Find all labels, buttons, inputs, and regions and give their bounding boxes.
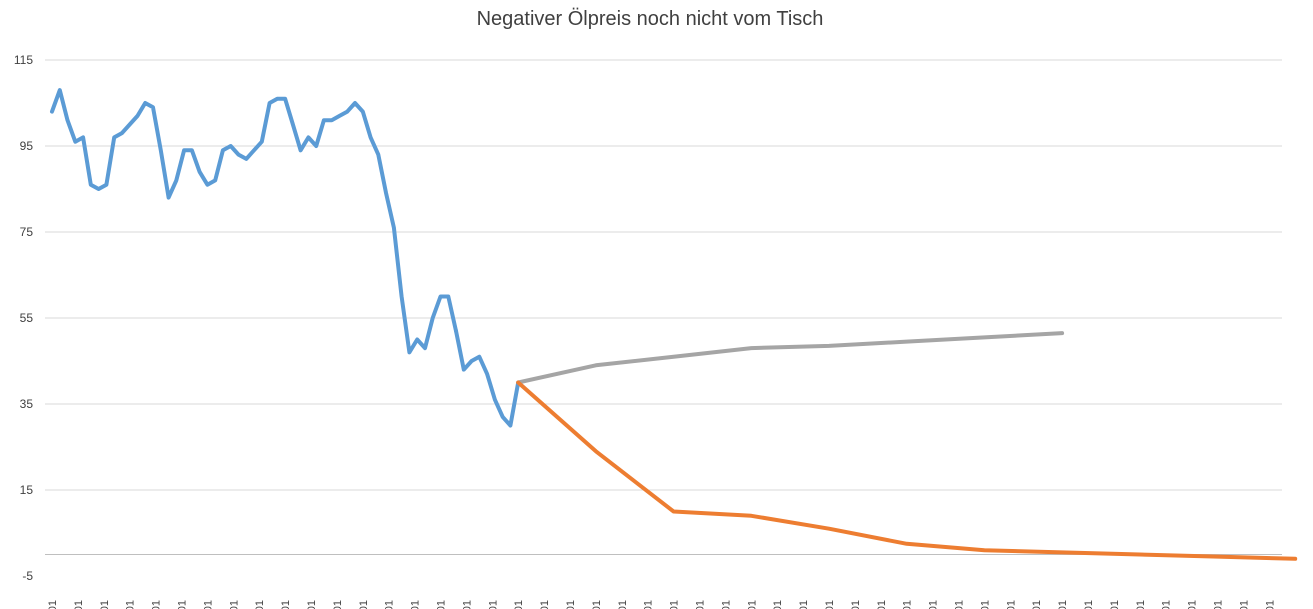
x-tick-label: 7-01 [1161, 600, 1173, 609]
y-tick-label: 115 [14, 53, 33, 67]
x-tick-label: 3-01 [280, 600, 292, 609]
x-tick-label: 3-01 [1213, 600, 1225, 609]
x-tick-label: 7-01 [850, 600, 862, 609]
x-tick-label: 7-01 [617, 600, 629, 609]
x-tick-label: 1-01 [1031, 600, 1043, 609]
x-tick-label: 1-01 [99, 600, 111, 609]
series-line-2 [516, 331, 1065, 385]
x-tick-label: 7-01 [73, 600, 85, 609]
x-tick-label: 1-01 [1264, 600, 1276, 609]
x-tick-label: 7-01 [1238, 600, 1250, 609]
x-tick-label: 7-01 [151, 600, 163, 609]
x-tick-label: 7-01 [461, 600, 473, 609]
x-tick-label: 1-01 [410, 600, 422, 609]
x-tick-label: 7-01 [228, 600, 240, 609]
x-tick-label: 7-01 [772, 600, 784, 609]
x-tick-label: 3-01 [1057, 600, 1069, 609]
x-tick-label: 3-01 [1135, 600, 1147, 609]
x-tick-label: 1-01 [1187, 600, 1199, 609]
x-tick-label: 1-01 [332, 600, 344, 609]
x-tick-label: 7-01 [1005, 600, 1017, 609]
x-tick-label: 1-01 [177, 600, 189, 609]
y-tick-label: 35 [20, 397, 34, 411]
y-tick-label: 95 [20, 139, 34, 153]
y-tick-label: 75 [20, 225, 34, 239]
x-tick-label: 3-01 [358, 600, 370, 609]
x-tick-label: 3-01 [125, 600, 137, 609]
x-tick-label: 1-01 [565, 600, 577, 609]
x-tick-label: 3-01 [436, 600, 448, 609]
x-tick-label: 3-01 [979, 600, 991, 609]
x-tick-label: 3-01 [591, 600, 603, 609]
x-tick-label: 1-01 [954, 600, 966, 609]
x-tick-label: 3-01 [513, 600, 525, 609]
series-line-1 [454, 328, 521, 428]
x-tick-label: 1-01 [487, 600, 499, 609]
x-tick-label: 1-01 [643, 600, 655, 609]
series-line-3 [516, 380, 1298, 561]
x-tick-label: 3-01 [824, 600, 836, 609]
chart-title: Negativer Ölpreis noch nicht vom Tisch [476, 8, 824, 30]
series-line-0 [50, 88, 458, 355]
x-tick-label: 3-01 [47, 600, 59, 609]
x-tick-label: 1-01 [1109, 600, 1121, 609]
x-tick-label: 7-01 [306, 600, 318, 609]
y-tick-label: -5 [22, 569, 33, 583]
x-tick-label: 7-01 [695, 600, 707, 609]
x-tick-label: 7-01 [1083, 600, 1095, 609]
x-tick-label: 1-01 [720, 600, 732, 609]
x-tick-label: 7-01 [539, 600, 551, 609]
x-tick-label: 7-01 [384, 600, 396, 609]
y-tick-label: 55 [20, 311, 34, 325]
x-tick-label: 1-01 [876, 600, 888, 609]
x-tick-label: 7-01 [928, 600, 940, 609]
x-tick-label: 3-01 [902, 600, 914, 609]
x-tick-label: 3-01 [202, 600, 214, 609]
x-tick-label: 1-01 [798, 600, 810, 609]
x-tick-label: 1-01 [254, 600, 266, 609]
y-tick-label: 15 [20, 483, 34, 497]
x-tick-label: 3-01 [669, 600, 681, 609]
x-tick-label: 3-01 [746, 600, 758, 609]
